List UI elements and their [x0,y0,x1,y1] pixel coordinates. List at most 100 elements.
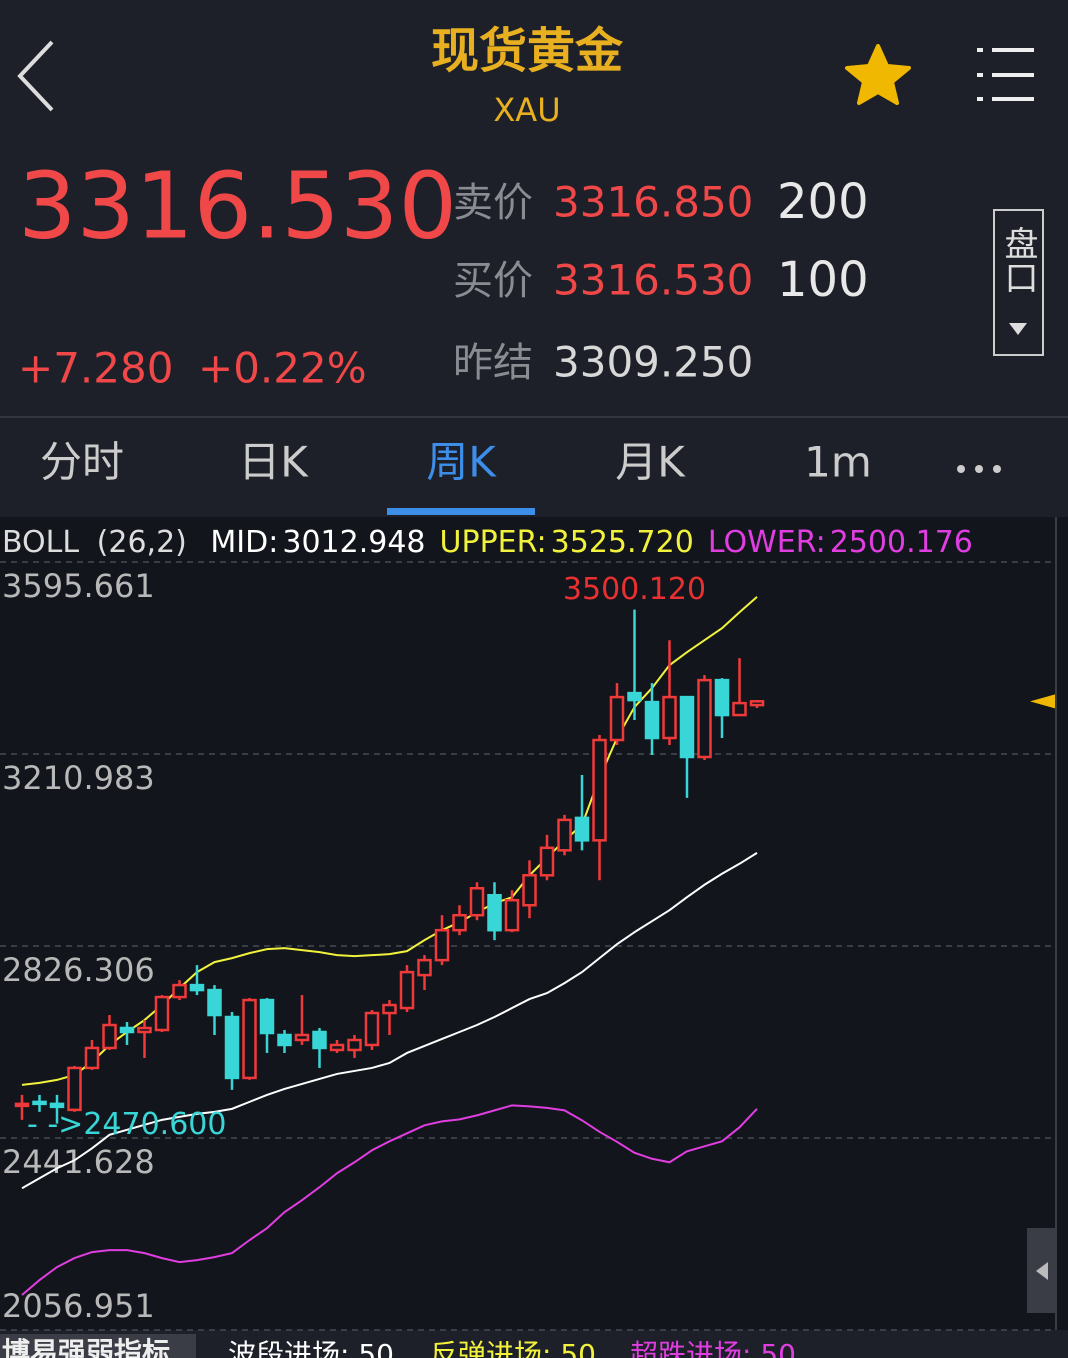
divider [0,416,1068,418]
quote-price: 3309.250 [553,338,753,387]
candle-body [504,898,520,932]
candle-body [487,893,502,932]
quote-price: 3316.530 [553,256,753,305]
candle-body [662,695,677,740]
candle-body [49,1102,65,1109]
candle-body [14,1102,30,1108]
sub-indicator-tag [0,1334,196,1358]
menu-button[interactable] [977,48,1034,101]
candle-body [452,913,467,932]
button-label: 盘口 [998,226,1038,294]
candle-body [259,998,275,1035]
candle-body [312,1030,327,1050]
candle-body [102,1023,117,1050]
subtitle: XAU [493,91,560,129]
favorite-star[interactable] [845,44,911,105]
candle-body [137,1026,152,1034]
sub-indicator-item: 反弹进场: 50 [430,1338,596,1358]
quote-label: 昨结 [453,340,533,386]
quote-volume: 100 [777,252,869,308]
candle-body [382,1003,397,1015]
button-arrow [1036,1262,1048,1280]
quote-price: 3316.850 [553,178,753,227]
quote-volume: 200 [777,174,869,230]
dot [975,465,983,473]
last-price: 3316.530 [18,152,457,259]
candle-body [224,1015,240,1080]
tab[interactable]: 周K [426,438,497,487]
sub-indicator-name: 博易强弱指标 [2,1336,170,1358]
candle-body [557,818,572,852]
change: +7.280 [18,344,173,393]
indicator-params: (26,2) [97,525,187,560]
y-tick-label: 3595.661 [2,567,155,605]
sub-indicator-item: 超跌进场: 50 [630,1338,796,1358]
side-scroll-button[interactable] [1027,1228,1056,1313]
tab[interactable]: 月K [615,438,686,487]
button-caret [1009,323,1027,335]
quote-label: 卖价 [453,180,533,226]
tabs-bg [0,418,1068,516]
candle-body [697,678,712,759]
title: 现货黄金 [431,23,624,79]
y-tick-label: 3210.983 [2,759,155,797]
candle-body [399,970,415,1010]
y-tick-label: 2441.628 [2,1143,155,1181]
candle-body [609,695,625,742]
legend-name: MID: [210,525,278,560]
legend-value: 2500.176 [830,525,973,560]
candle-body [522,874,537,907]
candle-body [627,691,642,702]
chart-bg [0,517,1068,1330]
high-label: 3500.120 [563,572,706,607]
legend: BOLL (26,2) MID: 3012.948 UPPER: 3525.720 LO… [2,525,973,560]
order-book-button[interactable]: 盘口 [993,209,1044,356]
last-price-marker [1030,694,1055,709]
candle-body [539,846,555,877]
candle-body [714,678,730,717]
candle-body [732,701,747,717]
dot [957,465,965,473]
y-tick-label: 2826.306 [2,951,155,989]
legend-name: LOWER: [708,525,826,560]
candle-body [329,1043,345,1052]
tabs: 分时 日K 周K 月K 1m [40,438,872,515]
tab[interactable]: 1m [804,438,872,487]
band-line [21,1104,758,1296]
tab-indicator [387,508,535,515]
quote-label: 买价 [453,258,533,304]
candle-body [679,695,695,759]
candle-body [207,988,222,1017]
candle-body [32,1100,47,1106]
low-label: - ->2470.600 [27,1107,226,1142]
tab[interactable]: 日K [238,438,309,487]
candle-body [242,998,257,1080]
button-frame [993,209,1044,356]
candle-body [574,816,590,842]
change-pct: +0.22% [198,344,367,393]
candle-body [119,1026,135,1034]
candle-body [592,738,607,842]
candle-body [84,1046,100,1070]
candle-body [172,983,187,999]
sub-indicator-items: 波段进场: 50 反弹进场: 50 超跌进场: 50 [228,1338,796,1358]
more-tabs[interactable] [957,465,1001,473]
chart: 3595.661 3210.983 2826.306 2441.628 2056.951… [0,561,1055,1331]
band-line [21,851,758,1190]
legend-value: 3012.948 [282,525,425,560]
legend-value: 3525.720 [551,525,694,560]
candle-body [294,1033,310,1042]
y-tick-label: 2056.951 [2,1287,155,1325]
back-button[interactable] [17,40,54,112]
legend-name: UPPER: [440,525,547,560]
candle-body [434,928,450,962]
sub-indicator-item: 波段进场: 50 [228,1338,394,1358]
candle-body [364,1011,380,1047]
tab[interactable]: 分时 [40,438,124,487]
dot [993,465,1001,473]
candle-body [67,1066,82,1112]
candle-body [749,700,765,707]
candle-body [417,958,432,977]
